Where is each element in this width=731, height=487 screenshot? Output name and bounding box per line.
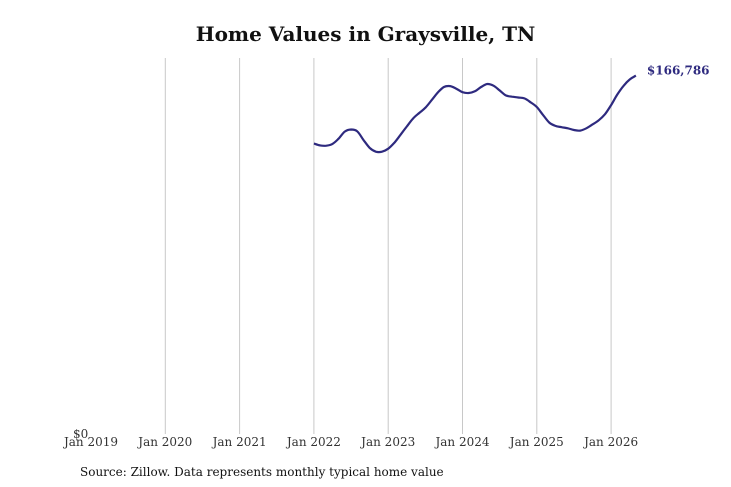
data-point [573,129,575,131]
x-tick-label: Jan 2021 [211,435,267,449]
data-point [443,86,445,88]
data-point [338,138,340,140]
data-point [468,92,470,94]
data-point [387,148,389,150]
data-point [610,104,612,106]
data-point [350,129,352,131]
x-axis: Jan 2019 Jan 2020 Jan 2021 Jan 2022 Jan 2023… [62,435,638,449]
series-layer [313,74,637,154]
data-point [598,119,600,121]
data-point [474,90,476,92]
data-point [480,86,482,88]
x-tick-label: Jan 2024 [433,435,489,449]
data-point [313,143,315,145]
data-point [325,145,327,147]
data-point [381,151,383,153]
data-point [431,99,433,101]
y-tick-label: $0 [73,427,88,441]
data-point [542,114,544,116]
x-tick-label: Jan 2026 [582,435,638,449]
data-point [449,85,451,87]
data-point [554,125,556,127]
data-point [536,106,538,108]
series-line [313,74,637,154]
data-point [548,122,550,124]
data-point [400,134,402,136]
chart-title: Home Values in Graysville, TN [195,22,536,46]
data-point [418,112,420,114]
data-point [579,130,581,132]
data-point [369,147,371,149]
data-point [561,126,563,128]
data-point [344,131,346,133]
data-point [362,139,364,141]
x-tick-label: Jan 2023 [359,435,415,449]
data-point [517,97,519,99]
data-point [412,118,414,120]
data-point [604,113,606,115]
data-point [406,126,408,128]
data-point [332,143,334,145]
data-point [505,94,507,96]
data-point [393,142,395,144]
data-point [462,91,464,93]
grid-lines [164,58,612,434]
data-point [499,89,501,91]
data-point [356,130,358,132]
data-point [623,85,625,87]
data-point [585,127,587,129]
x-tick-label: Jan 2025 [508,435,564,449]
x-tick-label: Jan 2019 [62,435,118,449]
data-point [592,123,594,125]
source-note: Source: Zillow. Data represents monthly … [80,465,444,479]
data-point [486,83,488,85]
data-point [424,107,426,109]
data-point [629,79,631,81]
data-point [493,85,495,87]
data-point [455,88,457,90]
end-value-label: $166,786 [647,64,710,78]
data-point [635,75,637,77]
data-point [319,144,321,146]
x-tick-label: Jan 2020 [136,435,192,449]
data-point [523,97,525,99]
data-point [437,92,439,94]
data-point [511,96,513,98]
x-tick-label: Jan 2022 [285,435,341,449]
data-point [375,151,377,153]
data-point [567,127,569,129]
data-point [530,101,532,103]
data-point [616,94,618,96]
